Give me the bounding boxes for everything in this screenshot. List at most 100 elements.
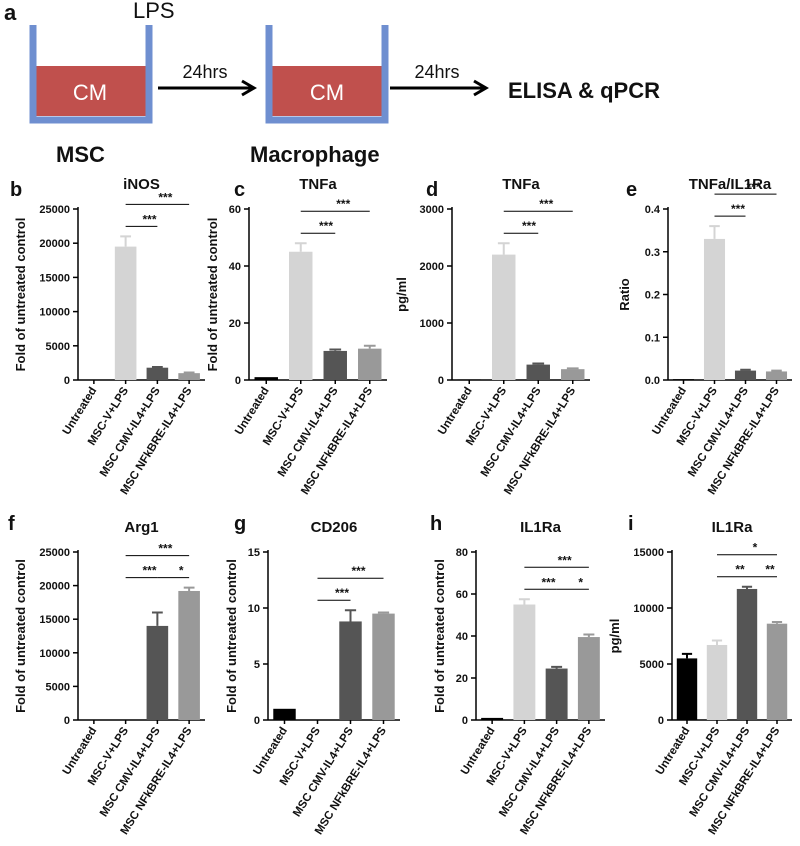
y-tick-label: 20	[456, 673, 468, 685]
y-tick-label: 25000	[39, 204, 70, 216]
error-bar	[681, 652, 693, 659]
bar	[481, 717, 504, 720]
bar-chart: b iNOS 0 5000 10000 15000 20000 25000 Fold of un…	[10, 176, 205, 497]
bar	[703, 238, 726, 380]
significance-label: ***	[746, 180, 760, 194]
y-tick-label: 15000	[39, 272, 70, 284]
y-tick-label: 10000	[39, 648, 70, 660]
medium-fill	[36, 66, 146, 116]
y-tick-label: 10	[248, 603, 260, 615]
bar	[492, 254, 516, 380]
error-bar	[183, 371, 195, 374]
panel-letter: c	[234, 179, 245, 201]
y-tick-label: 0.0	[645, 375, 660, 387]
assay-label: ELISA & qPCR	[508, 78, 660, 103]
y-tick-label: 0.2	[645, 290, 660, 302]
error-bar	[183, 586, 195, 591]
significance-label: ***	[158, 542, 172, 556]
error-bar	[329, 348, 342, 351]
bar-chart: c TNFa 0 20 40 60 Fold of untreated control Unt…	[205, 176, 387, 497]
bar-chart: i IL1Ra050001000015000pg/mlUntreatedMSC-V…	[607, 513, 792, 837]
significance-label: ***	[335, 586, 349, 600]
significance-label: **	[765, 563, 775, 577]
diagram: a CM LPS 24hrs CM 24hrs ELISA & qPCR MSC…	[4, 0, 660, 167]
panel-letter: e	[626, 179, 637, 201]
chart-title: Arg1	[124, 519, 158, 536]
significance-label: ***	[539, 197, 553, 211]
y-axis-label: Fold of untreated control	[13, 559, 28, 713]
error-bar	[120, 235, 132, 247]
chart-title: IL1Ra	[520, 519, 562, 536]
error-bar	[294, 242, 307, 252]
x-tick-label: MSC CMV-IL4+LPS	[686, 385, 751, 479]
x-tick-label: Untreated	[436, 385, 475, 437]
y-tick-label: 5000	[46, 681, 70, 693]
y-tick-label: 10000	[39, 307, 70, 319]
chart-title: TNFa	[299, 176, 337, 193]
y-axis-label: Ratio	[617, 278, 632, 311]
y-tick-label: 0	[64, 375, 70, 387]
bar	[765, 371, 788, 380]
bar	[577, 637, 600, 720]
panel-letter: d	[426, 179, 438, 201]
bar	[339, 621, 362, 720]
significance-label: ***	[158, 190, 172, 204]
y-tick-label: 15000	[633, 547, 664, 559]
bar	[672, 379, 695, 380]
bar	[146, 625, 169, 720]
y-tick-label: 20	[229, 318, 241, 330]
y-tick-label: 20000	[39, 581, 70, 593]
bar	[114, 246, 137, 380]
y-tick-label: 15000	[39, 614, 70, 626]
y-tick-label: 40	[229, 261, 241, 273]
cell-label: MSC	[56, 142, 105, 167]
significance-label: *	[179, 564, 184, 578]
bar	[736, 588, 758, 720]
arrow	[390, 79, 489, 97]
x-tick-label: MSC NFkBRE-IL4+LPS	[502, 385, 578, 497]
medium-label: CM	[310, 80, 344, 105]
bar	[178, 373, 200, 380]
error-bar	[151, 366, 163, 369]
bar	[358, 348, 382, 380]
bar	[561, 369, 585, 380]
bar	[676, 658, 698, 720]
y-tick-label: 25000	[39, 547, 70, 559]
bar	[178, 590, 200, 720]
error-bar	[497, 242, 510, 255]
bar	[457, 379, 481, 380]
panel-letter: i	[628, 513, 634, 535]
error-bar	[583, 633, 595, 638]
y-tick-label: 60	[229, 204, 241, 216]
y-axis-label: Fold of untreated control	[205, 218, 220, 372]
step-label: 24hrs	[182, 62, 227, 82]
significance-label: ***	[541, 575, 555, 589]
significance-label: ***	[319, 219, 333, 233]
y-tick-label: 3000	[420, 204, 444, 216]
bar	[289, 251, 313, 380]
error-bar	[518, 598, 530, 605]
significance-label: **	[735, 563, 745, 577]
error-bar	[363, 344, 376, 349]
bar	[545, 668, 568, 720]
error-bar	[566, 367, 579, 370]
bar	[372, 613, 395, 720]
y-axis-label: Fold of untreated control	[224, 559, 239, 713]
y-tick-label: 40	[456, 631, 468, 643]
error-bar	[711, 639, 723, 645]
y-tick-label: 0	[658, 715, 664, 727]
x-tick-label: MSC CMV-IL4+LPS	[497, 725, 562, 819]
cell-label: Macrophage	[250, 142, 380, 167]
chart-title: TNFa/IL1Ra	[689, 176, 772, 193]
significance-label: *	[753, 541, 758, 555]
significance-label: ***	[558, 553, 572, 567]
significance-label: ***	[351, 564, 365, 578]
y-tick-label: 5	[254, 659, 260, 671]
bar	[254, 377, 278, 380]
y-tick-label: 2000	[420, 261, 444, 273]
y-tick-label: 0.4	[645, 204, 661, 216]
significance-label: ***	[142, 564, 156, 578]
panel-letter: g	[234, 513, 246, 535]
container	[265, 25, 389, 124]
